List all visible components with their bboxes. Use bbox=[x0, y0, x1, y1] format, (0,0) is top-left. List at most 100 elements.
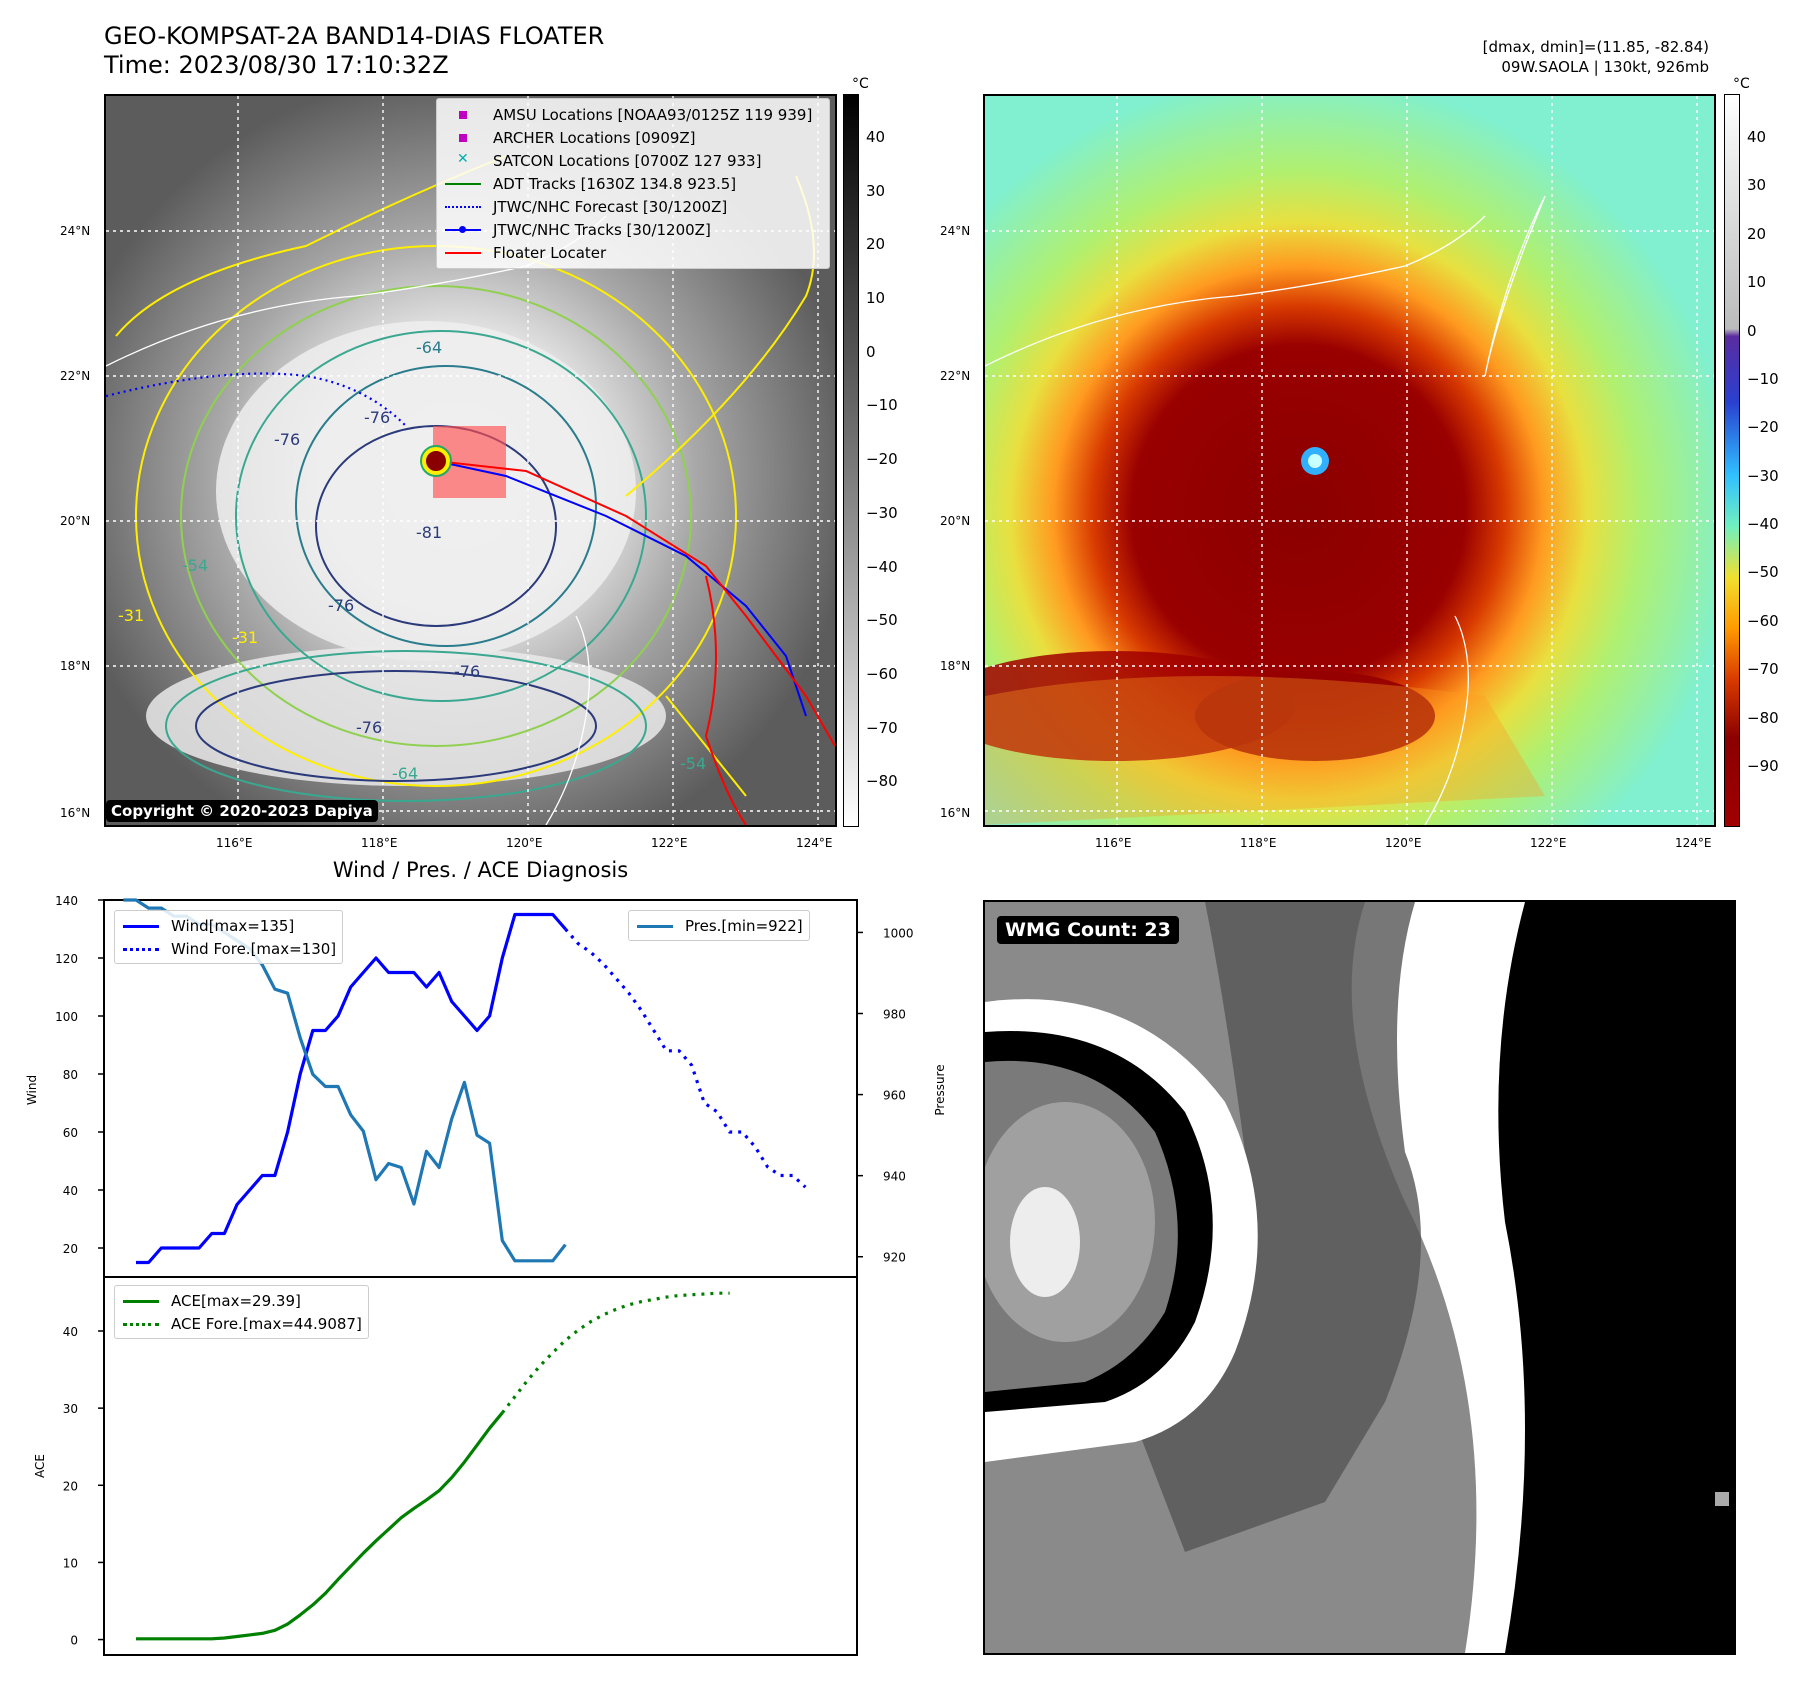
y-right-tick-label: 1000 bbox=[883, 926, 914, 940]
legend-wind-forecast: Wind Fore.[max=130] bbox=[115, 937, 342, 960]
lat-label: 16°N bbox=[60, 806, 91, 820]
lon-label: 116°E bbox=[1095, 836, 1132, 850]
colorbar-tick-label: 20 bbox=[866, 235, 886, 254]
colorbar-tick-label: −30 bbox=[866, 503, 898, 522]
wmg-image bbox=[985, 902, 1734, 1653]
colorbar-tick-label: −10 bbox=[866, 396, 898, 415]
colorbar-tick-label: 30 bbox=[866, 181, 886, 200]
wind-forecast-series bbox=[564, 927, 807, 1189]
colorbar-tick-label: −50 bbox=[866, 611, 898, 630]
y-right-tick-label: 980 bbox=[883, 1008, 906, 1022]
colorbar-tick-label: 0 bbox=[866, 342, 876, 361]
y-tick-label: 20 bbox=[63, 1479, 78, 1493]
colorbar-tick-label: −40 bbox=[1747, 515, 1779, 534]
colorbar-grayscale bbox=[843, 94, 859, 827]
lat-label: 22°N bbox=[940, 369, 971, 383]
legend-label: Pres.[min=922] bbox=[685, 916, 803, 935]
lon-label: 120°E bbox=[506, 836, 543, 850]
wind-series bbox=[136, 912, 567, 1265]
colorbar-tick-label: −60 bbox=[866, 664, 898, 683]
ir-grayscale-map: -64 -76 -76 -81 -54 -76 -31 -31 -54 -76 … bbox=[104, 94, 837, 827]
y-axis-label: ACE bbox=[33, 1454, 47, 1478]
chart-title: Wind / Pres. / ACE Diagnosis bbox=[332, 858, 629, 882]
contour-label: -31 bbox=[118, 606, 145, 625]
contour-label: -81 bbox=[416, 523, 443, 542]
contour-label: -64 bbox=[392, 764, 419, 783]
lon-label: 118°E bbox=[1240, 836, 1277, 850]
lon-label: 118°E bbox=[361, 836, 398, 850]
y-right-tick-label: 960 bbox=[883, 1089, 906, 1103]
legend-pressure: Pres.[min=922] bbox=[629, 914, 809, 937]
colorbar-tick-label: −70 bbox=[1747, 660, 1779, 679]
lat-label: 18°N bbox=[60, 659, 91, 673]
colorbar-tick-label: −90 bbox=[1747, 756, 1779, 775]
copyright-badge: Copyright © 2020-2023 Dapiya bbox=[106, 800, 378, 822]
wmg-count-badge: WMG Count: 23 bbox=[997, 916, 1179, 944]
contour-label: -64 bbox=[416, 338, 443, 357]
legend-label: SATCON Locations [0700Z 127 933] bbox=[493, 151, 762, 170]
colorbar-tick-label: −80 bbox=[1747, 708, 1779, 727]
colorbar-tick-label: −50 bbox=[1747, 563, 1779, 582]
contour-label: -76 bbox=[328, 596, 355, 615]
legend-ace-forecast: ACE Fore.[max=44.9087] bbox=[115, 1312, 368, 1335]
y-right-tick-label: 920 bbox=[883, 1251, 906, 1265]
contour-label: -76 bbox=[364, 408, 391, 427]
contour-label: -54 bbox=[680, 754, 707, 773]
colorbar-tick-label: −40 bbox=[866, 557, 898, 576]
colorbar-unit: °C bbox=[1733, 76, 1750, 92]
y-tick-label: 20 bbox=[63, 1242, 78, 1256]
colorbar-tick-label: −20 bbox=[866, 450, 898, 469]
colorbar-tick-label: 10 bbox=[866, 289, 886, 308]
legend-label: ADT Tracks [1630Z 134.8 923.5] bbox=[493, 174, 737, 193]
legend-ace: ACE[max=29.39] bbox=[115, 1289, 368, 1312]
pressure-legend: Pres.[min=922] bbox=[628, 910, 810, 941]
lat-label: 24°N bbox=[60, 224, 91, 238]
y-tick-label: 100 bbox=[55, 1010, 78, 1024]
legend-archer: ARCHER Locations [0909Z] bbox=[437, 126, 829, 149]
diagnosis-chart: 20 40 60 80 100 120 140 920 940 960 980 1000 0 10 20 30… bbox=[25, 894, 947, 1656]
legend-label: ARCHER Locations [0909Z] bbox=[493, 128, 696, 147]
legend-satcon: ✕ SATCON Locations [0700Z 127 933] bbox=[457, 150, 762, 170]
wind-legend: Wind[max=135] Wind Fore.[max=130] bbox=[114, 910, 344, 964]
legend-floater: Floater Locater bbox=[437, 241, 829, 264]
legend-label: ACE[max=29.39] bbox=[171, 1291, 301, 1310]
lon-label: 120°E bbox=[1385, 836, 1422, 850]
colorbar-tick-label: −60 bbox=[1747, 611, 1779, 630]
contour-label: -54 bbox=[182, 556, 209, 575]
figure-title-line1: GEO-KOMPSAT-2A BAND14-DIAS FLOATER bbox=[104, 22, 605, 50]
ir-color-map bbox=[983, 94, 1716, 827]
stats-line1: [dmax, dmin]=(11.85, -82.84) bbox=[1482, 38, 1709, 56]
contour-label: -31 bbox=[232, 628, 259, 647]
legend-label: Wind[max=135] bbox=[171, 916, 295, 935]
wmg-panel: WMG Count: 23 bbox=[983, 900, 1736, 1655]
legend-label: JTWC/NHC Forecast [30/1200Z] bbox=[493, 197, 728, 216]
colorbar-tick-label: 40 bbox=[866, 128, 886, 146]
colorbar-tick-label: −10 bbox=[1747, 369, 1779, 388]
legend-adt: ADT Tracks [1630Z 134.8 923.5] bbox=[437, 172, 829, 195]
lon-label: 116°E bbox=[216, 836, 253, 850]
figure-title-line2: Time: 2023/08/30 17:10:32Z bbox=[104, 51, 449, 79]
legend-jtwc-tracks: JTWC/NHC Tracks [30/1200Z] bbox=[437, 218, 829, 241]
colorbar-tick-label: −80 bbox=[866, 772, 898, 791]
ace-series bbox=[136, 1411, 504, 1641]
plot-frame bbox=[103, 1276, 858, 1656]
legend-label: AMSU Locations [NOAA93/0125Z 119 939] bbox=[493, 105, 813, 124]
colorbar-tick-label: 20 bbox=[1747, 224, 1767, 243]
colorbar-color bbox=[1724, 94, 1740, 827]
y-tick-label: 10 bbox=[63, 1556, 78, 1570]
ace-forecast-series bbox=[501, 1291, 730, 1414]
y-right-tick-label: 940 bbox=[883, 1170, 906, 1184]
colorbar-tick-label: 30 bbox=[1747, 176, 1767, 195]
y-tick-label: 0 bbox=[70, 1634, 78, 1648]
lat-label: 20°N bbox=[940, 514, 971, 528]
contour-label: -76 bbox=[356, 718, 383, 737]
legend-amsu: AMSU Locations [NOAA93/0125Z 119 939] bbox=[437, 103, 829, 126]
colorbar-tick-label: 0 bbox=[1747, 321, 1757, 340]
ir-color-image bbox=[985, 96, 1714, 825]
legend-label: ACE Fore.[max=44.9087] bbox=[171, 1314, 362, 1333]
contour-label: -76 bbox=[274, 430, 301, 449]
stats-line2: 09W.SAOLA | 130kt, 926mb bbox=[1501, 58, 1709, 76]
colorbar-tick-label: −30 bbox=[1747, 466, 1779, 485]
lat-label: 18°N bbox=[940, 659, 971, 673]
contour-label: -76 bbox=[454, 662, 481, 681]
